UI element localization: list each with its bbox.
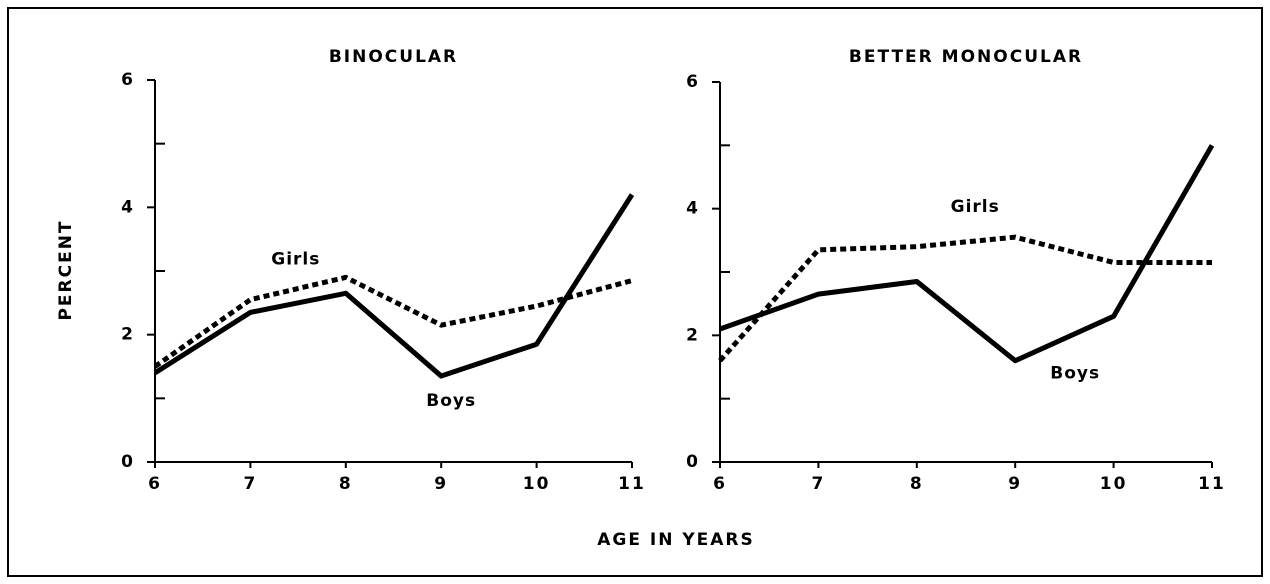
y-tick-label: 6 bbox=[121, 70, 135, 90]
x-tick-label: 7 bbox=[811, 474, 825, 494]
x-tick-label: 10 bbox=[523, 474, 551, 494]
x-tick-label: 7 bbox=[243, 474, 257, 494]
series-label: Boys bbox=[1050, 364, 1100, 384]
y-tick-label: 2 bbox=[686, 325, 700, 345]
x-tick-label: 9 bbox=[1008, 474, 1022, 494]
x-tick-label: 10 bbox=[1100, 474, 1128, 494]
x-tick-label: 9 bbox=[434, 474, 448, 494]
y-tick-label: 6 bbox=[686, 72, 700, 92]
line-series bbox=[718, 234, 1212, 363]
x-tick-label: 11 bbox=[618, 474, 646, 494]
line-series bbox=[719, 144, 1215, 364]
x-tick-label: 8 bbox=[910, 474, 924, 494]
series-label: Girls bbox=[271, 249, 320, 269]
y-tick-label: 0 bbox=[686, 452, 700, 472]
x-tick-label: 8 bbox=[339, 474, 353, 494]
frame bbox=[7, 7, 1263, 577]
x-tick-label: 11 bbox=[1198, 474, 1226, 494]
y-tick-label: 4 bbox=[121, 197, 135, 217]
x-tick-label: 6 bbox=[713, 474, 727, 494]
y-tick-label: 0 bbox=[121, 452, 135, 472]
y-axis-label: PERCENT bbox=[56, 219, 76, 320]
x-axis-label: AGE IN YEARS bbox=[597, 530, 755, 550]
chart-title: BETTER MONOCULAR bbox=[849, 47, 1083, 67]
y-tick-label: 4 bbox=[686, 199, 700, 219]
line-series bbox=[153, 193, 635, 379]
series-label: Girls bbox=[951, 197, 1000, 217]
chart-title: BINOCULAR bbox=[329, 47, 458, 67]
series-label: Boys bbox=[426, 391, 476, 411]
x-tick-label: 6 bbox=[148, 474, 162, 494]
y-tick-label: 2 bbox=[121, 325, 135, 345]
line-series bbox=[153, 274, 633, 369]
